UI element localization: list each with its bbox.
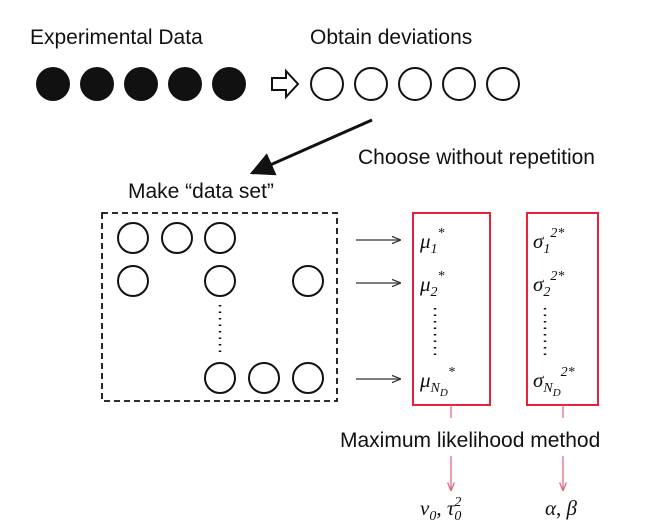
deviations-label: Obtain deviations — [310, 26, 472, 49]
mean-label: μ2* — [419, 269, 445, 300]
mean-label: μ1* — [419, 226, 445, 257]
variance-label: σND2* — [533, 365, 575, 399]
dataset-box — [101, 212, 338, 402]
row-arrows — [356, 240, 400, 379]
result-label: α, β — [545, 496, 578, 520]
black-circles — [36, 67, 246, 101]
variance-label: σ22* — [533, 269, 564, 300]
experimental-label: Experimental Data — [30, 26, 203, 49]
block-arrow — [271, 68, 300, 100]
variance-label: σ12* — [533, 226, 564, 257]
method-label: Maximum likelihood method — [340, 429, 600, 452]
choose-arrow — [249, 118, 373, 176]
dataset-circles — [117, 222, 324, 394]
dataset-label: Make “data set” — [128, 180, 274, 203]
mean-label: μND* — [419, 365, 455, 399]
open-circles — [310, 67, 520, 101]
choose-label: Choose without repetition — [358, 146, 595, 169]
result-label: ν0, τ2 0 — [420, 495, 461, 524]
